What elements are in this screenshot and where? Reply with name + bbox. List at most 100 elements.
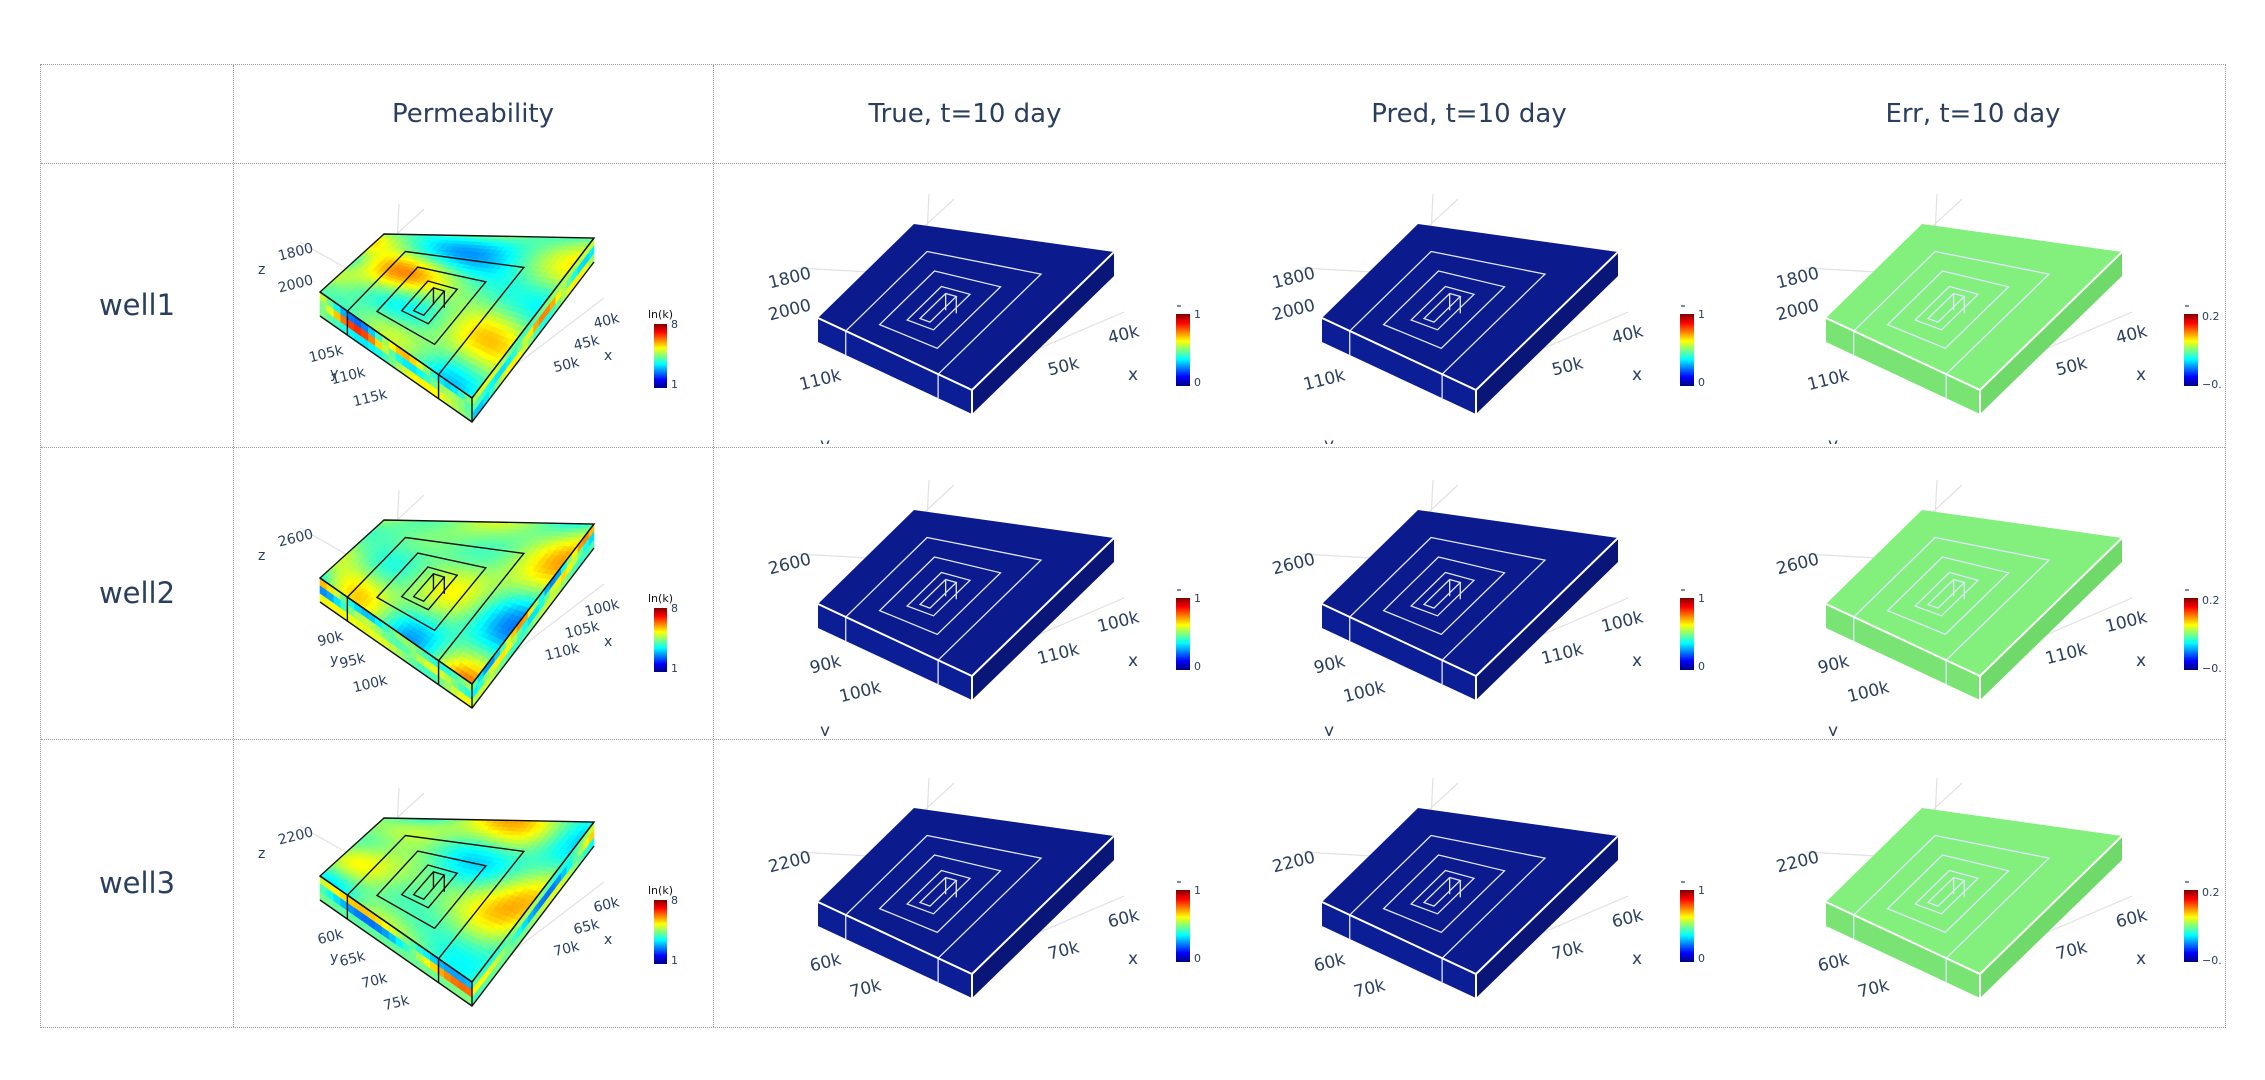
- well-slot: [1422, 578, 1462, 609]
- well-slot: [412, 572, 446, 603]
- axis-name-y: y: [1828, 435, 1838, 444]
- axis-tick-label: 70k: [552, 938, 582, 960]
- axis-name-y: y: [820, 435, 830, 444]
- axis-name-x: x: [1128, 365, 1138, 385]
- well-slot: [918, 292, 958, 323]
- block-right-face: [1476, 252, 1618, 414]
- well-slot: [1422, 876, 1462, 907]
- axis-tick-label: 2200: [277, 824, 315, 848]
- block-top-face: [1322, 510, 1618, 676]
- column-header-true: True, t=10 day: [868, 99, 1062, 129]
- axis-tick-label: 2000: [766, 295, 813, 325]
- axis-name-x: x: [2136, 949, 2146, 969]
- edge: [318, 519, 596, 685]
- axis-tick-label: 100k: [1599, 607, 1645, 637]
- colorbar-max-label: 1: [1698, 592, 1705, 605]
- axis-name-x: x: [2136, 365, 2146, 385]
- colorbar-min-label: 0: [1194, 376, 1201, 389]
- plot-well3-true[interactable]: 220060k70k60k70kyx10: [714, 740, 1214, 1024]
- axis-tick-label: 95k: [338, 650, 368, 672]
- block-top-face: [818, 224, 1114, 390]
- axis-name-x: x: [1128, 651, 1138, 671]
- axis-name-y: y: [1324, 435, 1334, 444]
- axis-tick-label: 100k: [1095, 607, 1141, 637]
- axis-tick-label: 1800: [1774, 263, 1821, 293]
- axis-tick-label: 40k: [2114, 321, 2150, 348]
- colorbar: [1680, 314, 1694, 386]
- axis-tick-label: 100k: [1845, 677, 1891, 707]
- outline-rect: [878, 854, 1002, 934]
- axis-tick-label: 2200: [766, 847, 813, 877]
- outline-rect: [400, 566, 459, 611]
- colorbar-max-label: 0.2: [2202, 310, 2220, 323]
- block-right-face: [1980, 252, 2122, 414]
- colorbar: [654, 608, 667, 672]
- block-edges: [1321, 537, 1619, 700]
- plot-well2-true[interactable]: 2600 90k 100k 100k 110k y x 1 0: [714, 448, 1214, 736]
- axis-tick-label: 60k: [1816, 949, 1852, 976]
- outline-rect: [905, 869, 972, 915]
- row-divider: [41, 447, 2225, 448]
- axis-tick-label: 115k: [351, 386, 390, 410]
- outline-rect: [375, 266, 488, 346]
- axis-tick-label: 75k: [382, 992, 412, 1014]
- column-divider: [713, 65, 714, 1027]
- row-divider: [41, 163, 2225, 164]
- axis-tick-label: 70k: [360, 970, 390, 992]
- outline-rect: [878, 556, 1002, 636]
- footer-strip: [0, 1068, 2265, 1080]
- block-edges: [318, 817, 596, 1007]
- block-front-face: [818, 604, 972, 700]
- plot-well2-perm[interactable]: 2600 90k 95k 100k 100k 105k 110k y x z ln(k) 8 1: [234, 448, 710, 736]
- block-edges: [1825, 251, 2123, 414]
- plot-well3-err[interactable]: 220060k70k60k70kyx0.2−0.2: [1722, 740, 2222, 1024]
- colorbar-max-label: 1: [1698, 308, 1705, 321]
- outline-rect: [1382, 556, 1506, 636]
- plot-well3-perm[interactable]: 2200 60k 65k 70k 75k 60k 65k 70k y x z ln(k) 8 1: [234, 740, 710, 1024]
- axis-tick-label: 70k: [848, 975, 884, 1002]
- colorbar-min-label: 1: [671, 378, 678, 391]
- axis-tick-label: 70k: [1856, 975, 1892, 1002]
- colorbar-max-label: 1: [1194, 592, 1201, 605]
- colorbar-min-label: 1: [671, 954, 678, 967]
- block-front-face: [818, 902, 972, 998]
- plot-well1-perm[interactable]: 1800 2000 105k 110k 115k 40k 45k 50k y x z ln(k) 8 1: [234, 164, 710, 444]
- axis-tick-label: 70k: [1046, 937, 1082, 964]
- well-slot: [1926, 578, 1966, 609]
- plot-well3-pred[interactable]: 220060k70k60k70kyx10: [1218, 740, 1718, 1024]
- well-slot: [1422, 292, 1462, 323]
- colorbar-max-label: 1: [1194, 308, 1201, 321]
- plot-well2-pred[interactable]: 2600 90k 100k 100k 110k y x 1 0: [1218, 448, 1718, 736]
- axis-name-x: x: [1128, 949, 1138, 969]
- axis-tick-label: 110k: [1301, 365, 1347, 395]
- axis-tick-label: 50k: [1550, 353, 1586, 380]
- block-edges: [1321, 835, 1619, 998]
- block-right-face: [1980, 538, 2122, 700]
- axis-tick-label: 100k: [837, 677, 883, 707]
- outline-rect: [400, 864, 459, 909]
- axis-tick-label: 40k: [1610, 321, 1646, 348]
- scene-3d: 220060k70k60k70kyx10: [766, 777, 1201, 1024]
- axis-tick-label: 1800: [1270, 263, 1317, 293]
- colorbar-max-label: 0.2: [2202, 886, 2220, 899]
- colorbar-title: ln(k): [648, 308, 673, 321]
- axis-name-y: y: [330, 950, 338, 966]
- colorbar-min-label: 0: [1194, 660, 1201, 673]
- axis-tick-label: 90k: [316, 628, 346, 650]
- axis-name-y: y: [1828, 721, 1838, 736]
- axis-tick-label: 60k: [1312, 949, 1348, 976]
- axis-tick-label: 2200: [1774, 847, 1821, 877]
- axis-name-x: x: [1632, 949, 1642, 969]
- axis-tick-label: 60k: [2114, 905, 2150, 932]
- axis-name-x: x: [604, 634, 612, 650]
- colorbar-min-label: 0: [1698, 952, 1705, 965]
